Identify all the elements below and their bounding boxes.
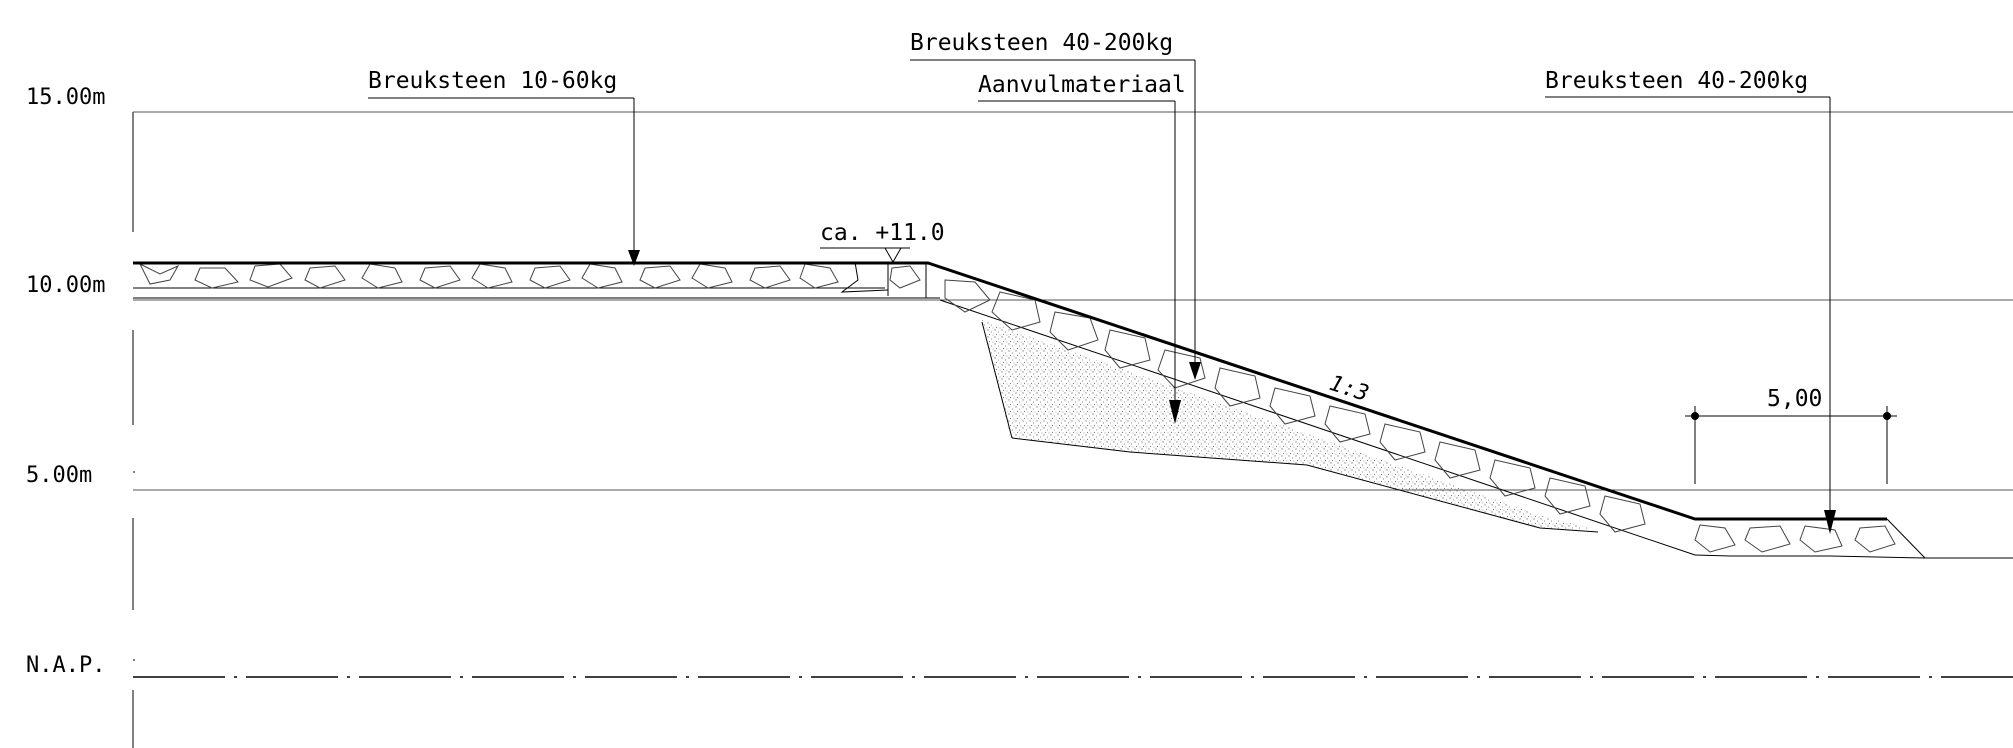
label-rock-slope: Breuksteen 40-200kg xyxy=(910,30,1173,56)
crest-level-label: ca. +11.0 xyxy=(820,220,945,246)
fill-bottom-line xyxy=(1011,437,1599,533)
elevation-label-15m: 15.00m xyxy=(26,85,105,110)
fill-left-edge xyxy=(981,321,1013,439)
slope-rock-layer xyxy=(944,279,1646,533)
filter-layer-line xyxy=(939,299,1696,556)
leader-rock-slope xyxy=(910,59,1201,380)
crest-rock-layer xyxy=(133,261,940,299)
elevation-label-5m: 5.00m xyxy=(26,463,92,488)
leader-rock-top-left xyxy=(368,97,640,266)
crest-level-marker xyxy=(820,247,910,264)
elevation-gridlines xyxy=(133,111,2013,678)
toe-rock-layer xyxy=(1694,524,2013,559)
label-rock-top-left: Breuksteen 10-60kg xyxy=(368,68,617,94)
elevation-label-nap: N.A.P. xyxy=(26,653,105,678)
fill-material-area xyxy=(982,320,1598,530)
label-rock-toe: Breuksteen 40-200kg xyxy=(1545,68,1808,94)
leader-rock-toe xyxy=(1545,96,1836,534)
elevation-axis xyxy=(132,112,135,748)
elevation-label-10m: 10.00m xyxy=(26,273,105,298)
label-fill-material: Aanvulmateriaal xyxy=(978,72,1186,98)
revetment-profile-line xyxy=(133,261,1887,521)
toe-width-dimension xyxy=(1685,406,1897,484)
toe-width-label: 5,00 xyxy=(1767,386,1822,412)
leader-fill-material xyxy=(978,100,1181,424)
slope-ratio-label: 1:3 xyxy=(1326,371,1372,407)
toe-edge-line xyxy=(1886,518,1926,559)
